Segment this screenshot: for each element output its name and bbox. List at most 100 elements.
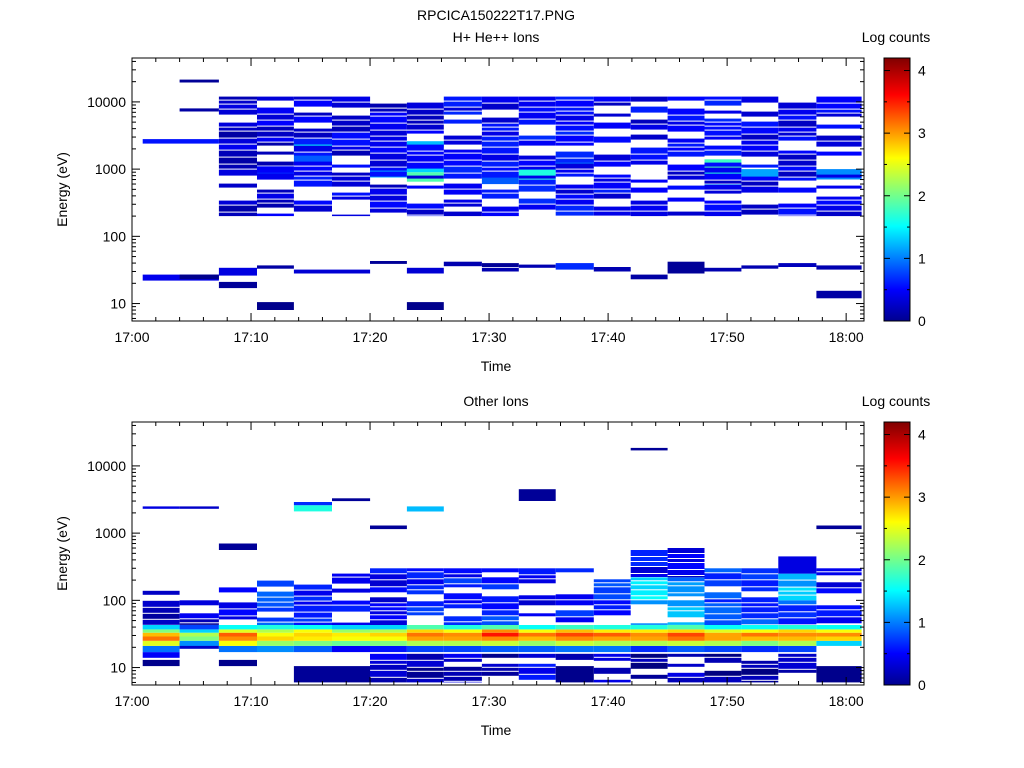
heatmap-cell: [218, 267, 257, 276]
heatmap-cell: [630, 640, 668, 646]
heatmap-cell: [257, 193, 294, 199]
heatmap-cell: [370, 660, 407, 664]
heatmap-cell: [741, 96, 779, 103]
heatmap-cell: [218, 645, 257, 653]
heatmap-cell: [630, 596, 668, 600]
x-tick-label: 18:00: [829, 693, 864, 709]
heatmap-cell: [816, 640, 862, 646]
heatmap-cell: [667, 636, 705, 641]
heatmap-cell: [293, 205, 332, 212]
heatmap-cell: [630, 134, 668, 140]
heatmap-cell: [555, 632, 594, 637]
heatmap-cell: [555, 645, 594, 653]
heatmap-cell: [142, 632, 180, 637]
heatmap-cell: [406, 185, 444, 189]
heatmap-cell: [518, 636, 556, 641]
heatmap-cell: [481, 603, 519, 610]
heatmap-cell: [630, 658, 668, 662]
heatmap-cell: [370, 123, 407, 130]
heatmap-cell: [741, 680, 779, 683]
colorbar-tick-label: 2: [918, 188, 926, 204]
heatmap-cell: [704, 676, 742, 683]
heatmap-cell: [518, 101, 556, 107]
heatmap-cell: [518, 112, 556, 119]
heatmap-cell: [593, 193, 631, 199]
x-axis-ticks: 17:00 17:10 17:20 17:30 17:40 17:50 18:00: [114, 58, 864, 345]
heatmap-cell: [370, 653, 407, 660]
heatmap-cell: [257, 591, 294, 597]
heatmap-cell: [332, 96, 371, 102]
heatmap-cell: [332, 636, 371, 641]
heatmap-cell: [555, 125, 594, 131]
heatmap-cell: [816, 568, 862, 572]
heatmap-cell: [816, 636, 862, 641]
heatmap-cell: [704, 96, 742, 100]
heatmap-cell: [179, 640, 219, 646]
heatmap-cell: [816, 151, 862, 156]
heatmap-cell: [667, 559, 705, 562]
heatmap-cell: [630, 187, 668, 193]
heatmap-cell: [370, 611, 407, 615]
heatmap-cell: [481, 263, 519, 267]
heatmap-cell: [778, 632, 817, 637]
heatmap-cell: [555, 653, 594, 660]
heatmap-cell: [332, 214, 371, 217]
x-tick-label: 17:00: [114, 329, 149, 345]
heatmap-cell: [704, 670, 742, 676]
heatmap-cell: [667, 108, 705, 115]
heatmap-cell: [778, 109, 817, 115]
heatmap-cell: [293, 166, 332, 171]
y-axis-ticks: 10 100 1000 10000: [87, 424, 864, 683]
colorbar-tick-label: 3: [918, 489, 926, 505]
heatmap-cell: [555, 169, 594, 173]
heatmap-cell: [667, 677, 705, 683]
heatmap-cell: [481, 193, 519, 199]
heatmap-cell: [481, 206, 519, 212]
heatmap-cell: [778, 625, 817, 630]
heatmap-cell: [816, 290, 862, 299]
y-axis-ticks: 10 100 1000 10000: [87, 60, 864, 319]
x-tick-label: 17:50: [710, 693, 745, 709]
heatmap-cell: [555, 640, 594, 646]
heatmap-cell: [704, 629, 742, 633]
heatmap-cell: [518, 667, 556, 674]
heatmap-cell: [555, 158, 594, 163]
heatmap-cell: [443, 140, 482, 145]
heatmap-cell: [741, 140, 779, 145]
heatmap-cell: [704, 657, 742, 663]
heatmap-cell: [518, 489, 556, 501]
heatmap-cell: [257, 265, 294, 269]
heatmap-cell: [630, 600, 668, 605]
heatmap-cell: [816, 625, 862, 630]
heatmap-cell: [741, 151, 779, 157]
heatmap-cell: [142, 625, 180, 630]
x-axis-label: Time: [481, 722, 512, 738]
heatmap-cell: [293, 116, 332, 123]
heatmap-cell: [293, 132, 332, 138]
heatmap-cell: [370, 664, 407, 670]
heatmap-cell: [630, 179, 668, 183]
heatmap-cell: [816, 588, 862, 594]
heatmap-cell: [406, 209, 444, 215]
heatmap-cell: [406, 302, 444, 310]
heatmap-cell: [667, 554, 705, 558]
heatmap-cell: [630, 585, 668, 590]
heatmap-cell: [518, 264, 556, 268]
heatmap-cell: [293, 155, 332, 164]
heatmap-cell: [332, 181, 371, 187]
heatmap-cell: [630, 96, 668, 102]
heatmap-cell: [481, 103, 519, 110]
heatmap-cell: [142, 645, 180, 653]
heatmap-cell: [704, 568, 742, 573]
heatmap-cell: [218, 281, 257, 289]
heatmap-cell: [667, 125, 705, 132]
heatmap-cell: [816, 169, 862, 180]
heatmap-cell: [704, 150, 742, 156]
heatmap-cell: [518, 155, 556, 160]
heatmap-cell: [816, 113, 862, 117]
heatmap-cell: [778, 662, 817, 669]
heatmap-cell: [257, 629, 294, 633]
heatmap-cell: [518, 198, 556, 204]
heatmap-cell: [293, 612, 332, 618]
